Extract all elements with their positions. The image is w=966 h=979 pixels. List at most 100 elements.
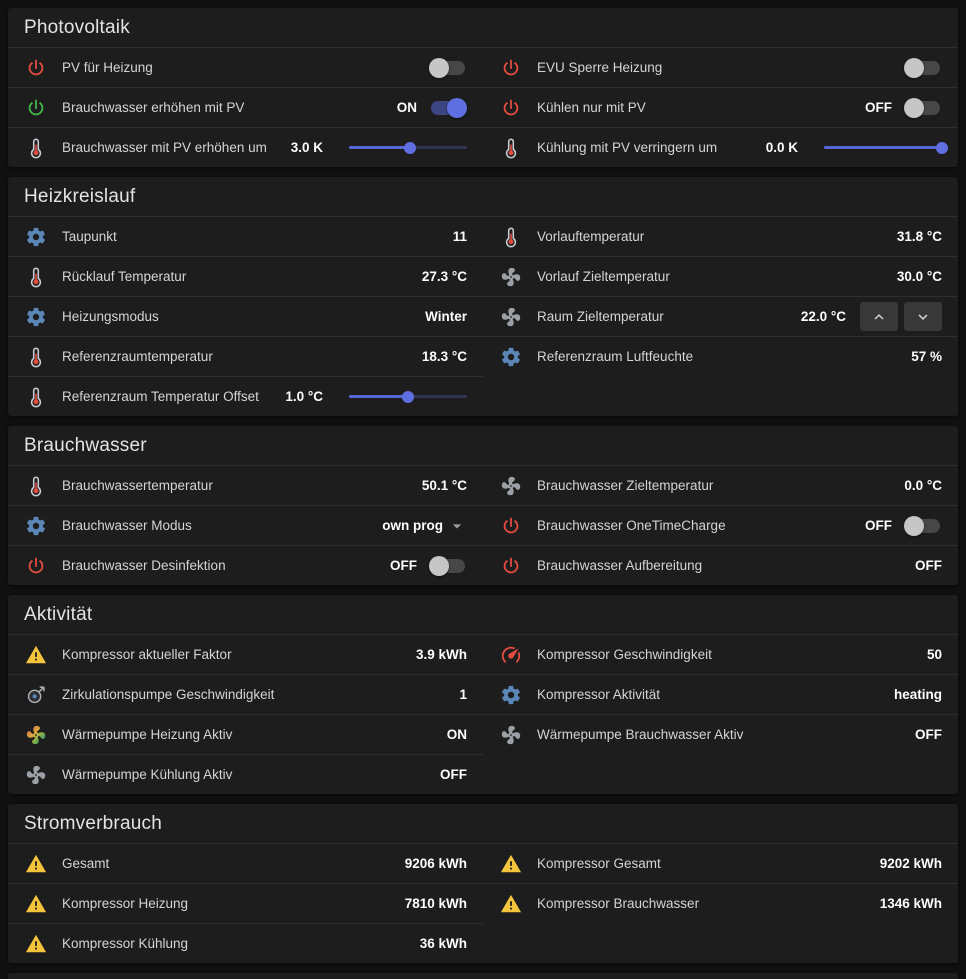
- entity-column: Kompressor Gesamt 9202 kWh Kompressor Brau…: [483, 843, 958, 923]
- card-body: Taupunkt 11 Rücklauf Temperatur 27.3 °C Heiz…: [8, 216, 958, 416]
- toggle-switch[interactable]: [429, 57, 467, 78]
- toggle-switch[interactable]: [904, 515, 942, 536]
- entity-row: Brauchwasser OneTimeCharge OFF: [483, 505, 958, 545]
- fan-icon: [24, 763, 48, 787]
- entity-label: Raum Zieltemperatur: [537, 309, 664, 324]
- entity-label: EVU Sperre Heizung: [537, 60, 663, 75]
- slider-knob[interactable]: [404, 141, 417, 154]
- entity-row: Brauchwasser Aufbereitung OFF: [483, 545, 958, 585]
- entity-row: Rücklauf Temperatur 27.3 °C: [8, 256, 483, 296]
- entity-label: Wärmepumpe Brauchwasser Aktiv: [537, 727, 744, 742]
- alert-icon: [24, 932, 48, 956]
- slider-knob[interactable]: [402, 390, 414, 403]
- entity-row: Gesamt 9206 kWh: [8, 843, 483, 883]
- entity-row: Referenzraumtemperatur 18.3 °C: [8, 336, 483, 376]
- power-icon: [24, 96, 48, 120]
- slider-knob[interactable]: [936, 141, 948, 154]
- entity-row: Heizungsmodus Winter: [8, 296, 483, 336]
- entity-value: OFF: [865, 518, 892, 533]
- card-body: Kompressor aktueller Faktor 3.9 kWh Zirkul…: [8, 634, 958, 794]
- entity-row: Kompressor Heizung 7810 kWh: [8, 883, 483, 923]
- entity-value: OFF: [915, 727, 942, 742]
- toggle-switch[interactable]: [429, 97, 467, 118]
- increase-button[interactable]: [860, 302, 898, 331]
- alert-icon: [24, 643, 48, 667]
- entity-column: Brauchwassertemperatur 50.1 °C Brauchwasse…: [8, 465, 483, 585]
- entity-value: 11: [452, 229, 467, 244]
- entity-row: Taupunkt 11: [8, 216, 483, 256]
- entity-row: Vorlauftemperatur 31.8 °C: [483, 216, 958, 256]
- fan-icon: [499, 265, 523, 289]
- thermometer-icon: [24, 474, 48, 498]
- entity-column: Kompressor Geschwindigkeit 50 Kompressor A…: [483, 634, 958, 754]
- entity-label: Brauchwasser Aufbereitung: [537, 558, 703, 573]
- fan-icon: [499, 305, 523, 329]
- gear-icon: [499, 683, 523, 707]
- entity-column: EVU Sperre Heizung Kühlen nur mit PV OFF Kü…: [483, 47, 958, 167]
- entity-column: Brauchwasser Zieltemperatur 0.0 °C Brauchw…: [483, 465, 958, 585]
- entity-row: Wärmepumpe Brauchwasser Aktiv OFF: [483, 714, 958, 754]
- entity-row: Zirkulationspumpe Geschwindigkeit 1: [8, 674, 483, 714]
- entity-label: PV für Heizung: [62, 60, 153, 75]
- entity-row: Referenzraum Luftfeuchte 57 %: [483, 336, 958, 376]
- section-title: Aktivität: [24, 604, 93, 625]
- gear-icon: [24, 514, 48, 538]
- toggle-switch[interactable]: [429, 555, 467, 576]
- entity-row: Wärmepumpe Kühlung Aktiv OFF: [8, 754, 483, 794]
- dashboard: Photovoltaik PV für Heizung Brauchwasser e…: [0, 8, 966, 963]
- temp-stepper: [860, 302, 942, 331]
- section-title: Heizkreislauf: [24, 186, 136, 207]
- section-card: Stromverbrauch Gesamt 9206 kWh Kompressor H…: [8, 804, 958, 963]
- power-icon: [24, 554, 48, 578]
- alert-icon: [499, 892, 523, 916]
- entity-label: Kompressor Aktivität: [537, 687, 661, 702]
- entity-label: Referenzraum Temperatur Offset: [62, 389, 259, 404]
- slider[interactable]: [349, 387, 467, 407]
- entity-label: Kompressor Geschwindigkeit: [537, 647, 712, 662]
- power-icon: [499, 514, 523, 538]
- slider[interactable]: [349, 138, 467, 158]
- chevron-down-icon: [447, 516, 467, 536]
- entity-value: 22.0 °C: [800, 309, 846, 324]
- entity-row: Brauchwassertemperatur 50.1 °C: [8, 465, 483, 505]
- mode-select[interactable]: own prog: [370, 516, 467, 536]
- entity-value: 50: [926, 647, 942, 662]
- decrease-button[interactable]: [904, 302, 942, 331]
- fan-icon: [24, 723, 48, 747]
- entity-value: 36 kWh: [419, 936, 467, 951]
- entity-label: Taupunkt: [62, 229, 117, 244]
- entity-label: Referenzraum Luftfeuchte: [537, 349, 694, 364]
- toggle-switch[interactable]: [904, 57, 942, 78]
- power-icon: [499, 554, 523, 578]
- entity-row: Kompressor Aktivität heating: [483, 674, 958, 714]
- gear-icon: [499, 345, 523, 369]
- section-card: Heizkreislauf Taupunkt 11 Rücklauf Temperat…: [8, 177, 958, 416]
- entity-row: Kompressor Geschwindigkeit 50: [483, 634, 958, 674]
- gear-icon: [24, 305, 48, 329]
- card-body: Brauchwassertemperatur 50.1 °C Brauchwasse…: [8, 465, 958, 585]
- entity-label: Kompressor Kühlung: [62, 936, 189, 951]
- entity-value: 0.0 °C: [904, 478, 942, 493]
- slider[interactable]: [824, 138, 948, 158]
- entity-column: Kompressor aktueller Faktor 3.9 kWh Zirkul…: [8, 634, 483, 794]
- entity-label: Kompressor aktueller Faktor: [62, 647, 232, 662]
- entity-label: Rücklauf Temperatur: [62, 269, 187, 284]
- entity-value: OFF: [915, 558, 942, 573]
- entity-label: Brauchwasser Zieltemperatur: [537, 478, 714, 493]
- entity-label: Brauchwassertemperatur: [62, 478, 213, 493]
- entity-value: 9206 kWh: [404, 856, 467, 871]
- entity-label: Brauchwasser Modus: [62, 518, 192, 533]
- thermometer-icon: [24, 345, 48, 369]
- thermometer-icon: [24, 265, 48, 289]
- chevron-down-icon: [918, 313, 928, 320]
- entity-row: Brauchwasser Modus own prog: [8, 505, 483, 545]
- alert-icon: [499, 852, 523, 876]
- entity-value: 27.3 °C: [421, 269, 467, 284]
- entity-value: OFF: [390, 558, 417, 573]
- entity-row: Brauchwasser Zieltemperatur 0.0 °C: [483, 465, 958, 505]
- entity-value: 0.0 K: [765, 140, 798, 155]
- chevron-up-icon: [874, 313, 884, 320]
- entity-column: Taupunkt 11 Rücklauf Temperatur 27.3 °C Heiz…: [8, 216, 483, 416]
- toggle-switch[interactable]: [904, 97, 942, 118]
- select-value: own prog: [382, 518, 443, 533]
